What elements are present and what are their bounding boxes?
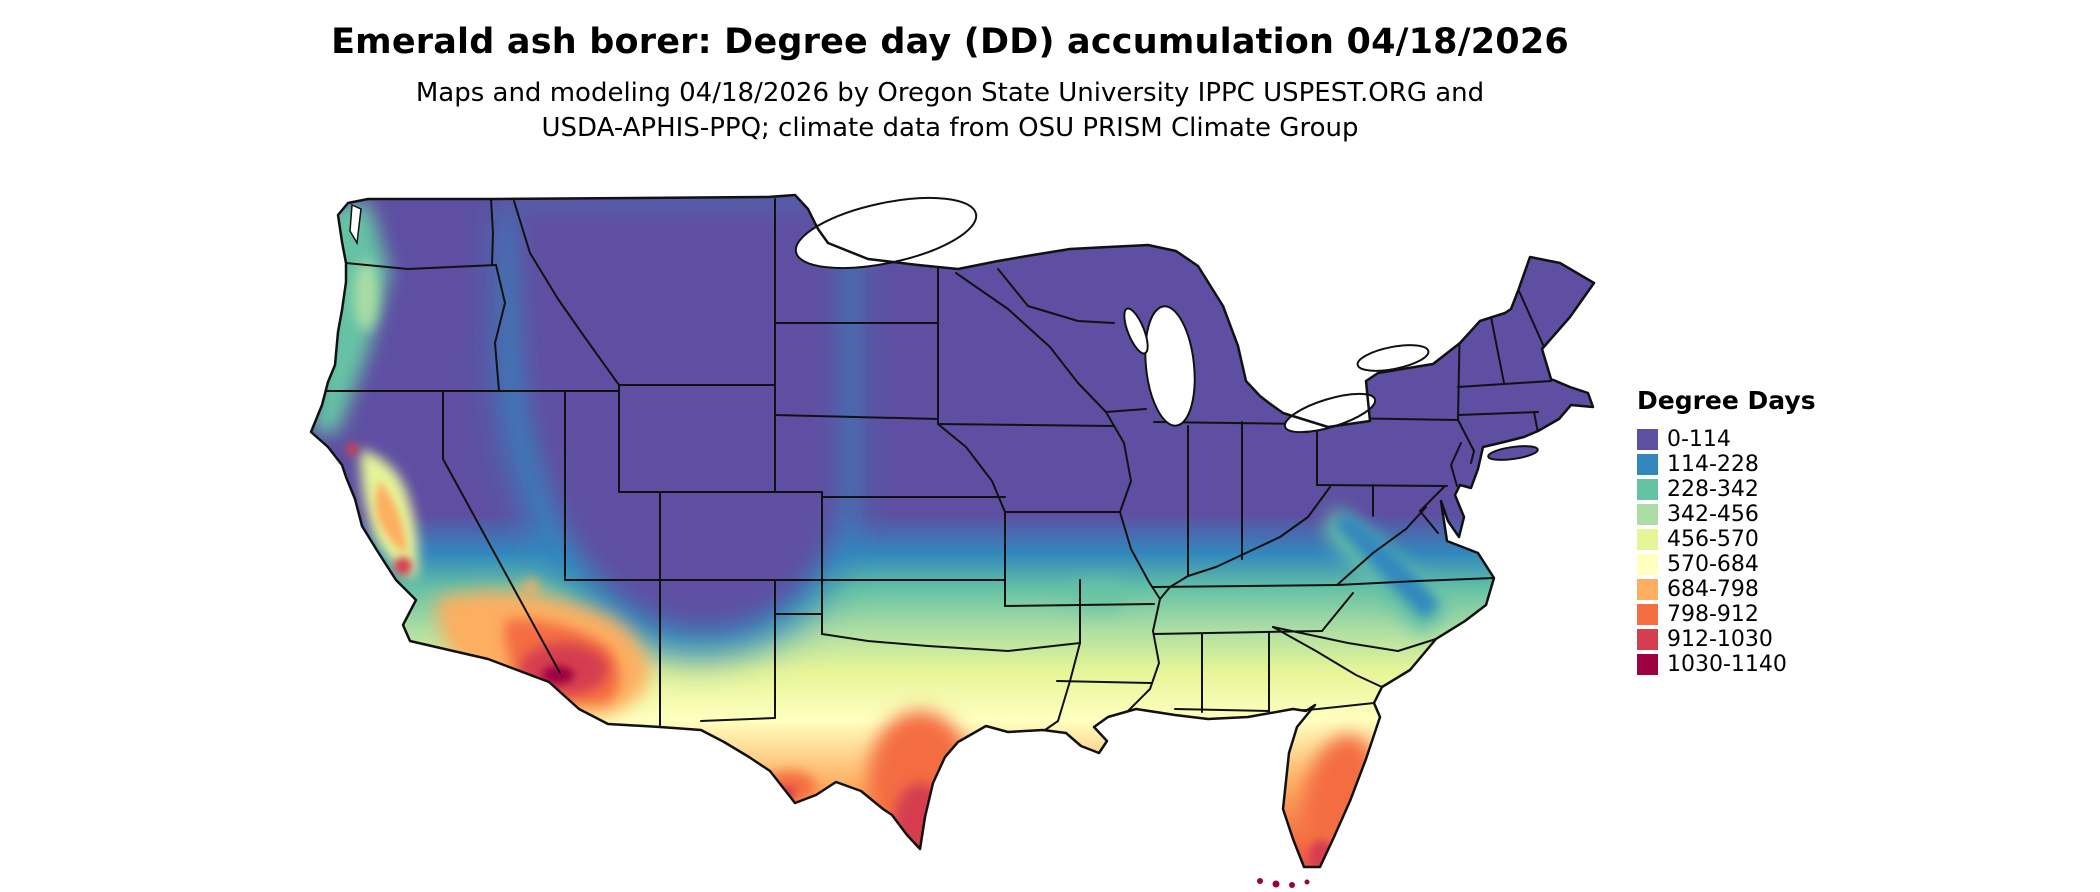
state-border-line [1105, 408, 1147, 413]
valley-red-spot-south [394, 557, 412, 575]
great-lakes [349, 196, 1430, 434]
state-border-line [955, 272, 1107, 413]
state-border-line [700, 717, 776, 722]
legend-item-label: 798-912 [1667, 602, 1759, 627]
green-bay [1123, 307, 1149, 355]
state-border-line [1336, 577, 1495, 586]
legend-items: 0-114 114-228 228-342 342-456 456-570 570-684… [1637, 427, 1816, 677]
subtitle-line-2: USDA-APHIS-PPQ; climate data from OSU PR… [541, 113, 1359, 143]
lake-michigan [1144, 305, 1196, 427]
vegas-orange-spot [523, 579, 539, 595]
page-subtitle: Maps and modeling 04/18/2026 by Oregon S… [0, 76, 1900, 146]
state-border-line [1152, 584, 1338, 588]
map-fill-layer [311, 195, 1594, 867]
legend-swatch [1637, 454, 1658, 475]
southwest-darkred-core [542, 666, 574, 684]
legend-item-label: 912-1030 [1667, 627, 1773, 652]
legend-title: Degree Days [1637, 386, 1816, 415]
valley-red-spot-north [346, 443, 358, 455]
legend-item-label: 0-114 [1667, 427, 1731, 452]
state-border-line [1457, 380, 1552, 388]
legend-swatch [1637, 529, 1658, 550]
state-border-line [513, 200, 620, 386]
legend-swatch [1637, 504, 1658, 525]
legend-item-label: 1030-1140 [1667, 652, 1787, 677]
state-borders [321, 198, 1552, 731]
central-valley-orange [375, 481, 407, 553]
state-border-line [1457, 411, 1539, 416]
state-border-line [1272, 626, 1437, 652]
willamette-green [354, 261, 378, 331]
south-texas-red [894, 783, 946, 863]
long-island [1487, 445, 1539, 461]
legend-item-label: 114-228 [1667, 452, 1759, 477]
degree-day-map [308, 181, 1608, 891]
state-border-line [1419, 486, 1445, 534]
legend-item-label: 456-570 [1667, 527, 1759, 552]
florida-keys [1257, 878, 1310, 888]
legend-swatch [1637, 429, 1658, 450]
keys-dot [1289, 882, 1295, 888]
state-border-line [1533, 411, 1539, 434]
us-map-svg [309, 193, 1596, 888]
state-border-line [1336, 506, 1427, 586]
subtitle-line-1: Maps and modeling 04/18/2026 by Oregon S… [415, 78, 1485, 108]
state-border-line [937, 423, 1114, 427]
appalachia-blue [1334, 511, 1440, 619]
state-border-line [490, 198, 494, 266]
page-title: Emerald ash borer: Degree day (DD) accum… [331, 22, 1569, 62]
state-border-line [1044, 642, 1081, 731]
state-border-line [1321, 592, 1354, 632]
legend-swatch [1637, 604, 1658, 625]
legend-item: 456-570 [1637, 527, 1816, 552]
legend-item: 684-798 [1637, 577, 1816, 602]
legend-item-label: 228-342 [1667, 477, 1759, 502]
state-border-line [821, 633, 1081, 652]
legend-item: 114-228 [1637, 452, 1816, 477]
state-border-line [1159, 486, 1331, 600]
legend-item-label: 570-684 [1667, 552, 1759, 577]
legend-item: 570-684 [1637, 552, 1816, 577]
legend-item: 0-114 [1637, 427, 1816, 452]
state-border-line [442, 390, 561, 674]
state-border-line [1056, 680, 1152, 684]
state-border-line [1174, 708, 1270, 712]
state-border-line [1316, 484, 1448, 487]
legend-item: 228-342 [1637, 477, 1816, 502]
lake-ontario [1356, 344, 1430, 372]
legend-swatch [1637, 554, 1658, 575]
legend-item-label: 684-798 [1667, 577, 1759, 602]
puget-sound [349, 203, 362, 246]
state-border-line [1105, 411, 1161, 712]
legend-item: 912-1030 [1637, 627, 1816, 652]
state-border-line [997, 268, 1115, 324]
legend-swatch [1637, 654, 1658, 675]
state-border-line [1450, 442, 1462, 487]
map-header: Emerald ash borer: Degree day (DD) accum… [0, 22, 1900, 146]
keys-dot [1272, 880, 1280, 888]
degree-days-legend: Degree Days 0-114 114-228 228-342 342-456 45… [1637, 386, 1816, 677]
state-border-line [1490, 316, 1505, 384]
state-border-line [494, 264, 506, 392]
legend-item: 798-912 [1637, 602, 1816, 627]
legend-item: 342-456 [1637, 502, 1816, 527]
us-outline [309, 193, 1596, 869]
state-border-line [1457, 419, 1475, 464]
legend-item: 1030-1140 [1637, 652, 1816, 677]
legend-swatch [1637, 579, 1658, 600]
rockies-purple-zone [513, 203, 843, 629]
legend-swatch [1637, 629, 1658, 650]
state-border-line [774, 414, 939, 420]
state-border-line [1518, 290, 1545, 348]
ozark-teal [1070, 580, 1126, 612]
keys-dot [1304, 879, 1310, 885]
state-border-line [345, 262, 497, 270]
state-border-line [1272, 626, 1383, 688]
keys-dot [1257, 878, 1263, 884]
legend-item-label: 342-456 [1667, 502, 1759, 527]
state-border-line [937, 423, 1006, 513]
legend-swatch [1637, 479, 1658, 500]
